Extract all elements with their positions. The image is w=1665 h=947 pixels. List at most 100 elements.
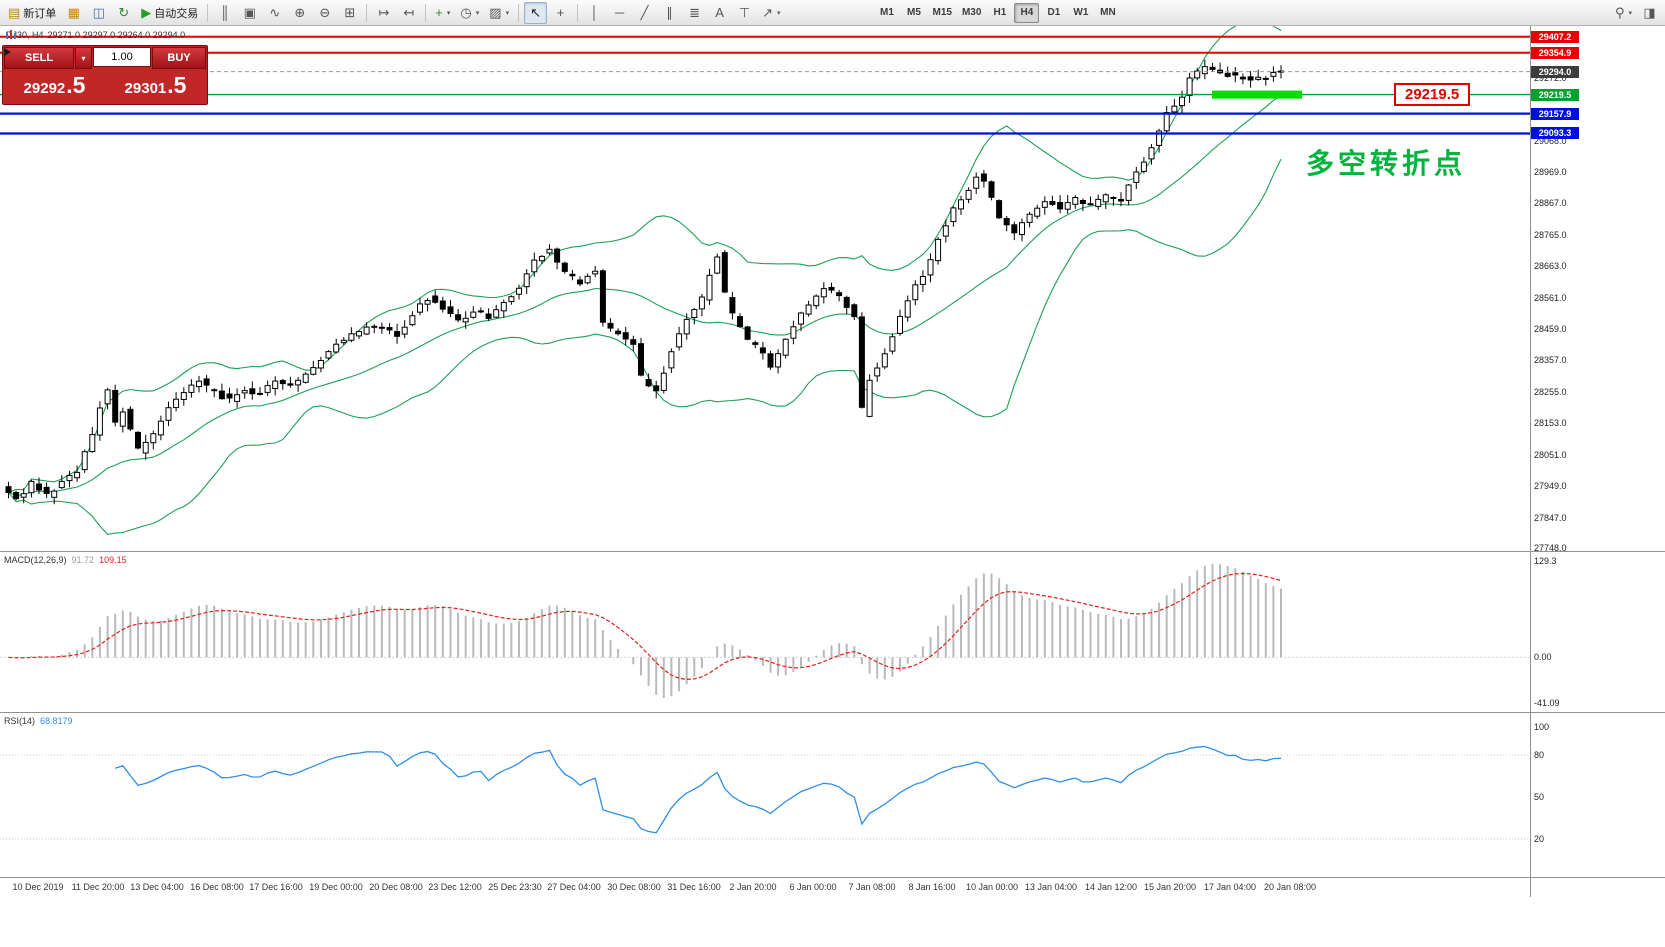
time-axis-label: 11 Dec 20:00 xyxy=(71,882,125,892)
trade-panel-collapse-arrow[interactable] xyxy=(4,48,11,56)
price-line-label: 29354.9 xyxy=(1531,47,1579,59)
timeframe-m1[interactable]: M1 xyxy=(880,7,894,18)
macd-axis-label: 129.3 xyxy=(1534,556,1557,566)
volume-dropdown[interactable]: ▾ xyxy=(75,47,92,69)
candle-chart-mode-button[interactable]: ▣ xyxy=(238,2,261,24)
timeframe-m15[interactable]: M15 xyxy=(932,7,952,18)
periods-menu-dropdown-icon[interactable]: ▾ xyxy=(475,9,480,17)
arrows-tool-dropdown-icon[interactable]: ▾ xyxy=(776,9,781,17)
chart-shift-button[interactable]: ↤ xyxy=(397,2,420,24)
chart-layout-button[interactable]: ▦ xyxy=(62,2,85,24)
price-axis-separator xyxy=(1530,26,1531,897)
auto-trading-button[interactable]: ▶ 自动交易 xyxy=(137,2,202,24)
time-axis-label: 13 Dec 04:00 xyxy=(130,882,184,892)
tile-windows-button[interactable]: ⊞ xyxy=(338,2,361,24)
timeframe-d1[interactable]: D1 xyxy=(1047,7,1061,18)
add-indicator-button[interactable]: + ▾ xyxy=(431,2,454,24)
fibonacci-tool-icon: ≣ xyxy=(689,5,701,20)
new-order-label: 新订单 xyxy=(23,7,57,20)
vertical-line-tool-button[interactable]: │ xyxy=(583,2,606,24)
crosshair-tool-button[interactable]: + xyxy=(549,2,572,24)
time-axis-label: 20 Jan 08:00 xyxy=(1263,882,1317,892)
main-chart-svg[interactable] xyxy=(0,26,1530,550)
rsi-panel[interactable]: RSI(14) 68.8179 100 80 50 20 xyxy=(0,712,1665,877)
vertical-line-tool-icon: │ xyxy=(590,5,599,20)
macd-chart-svg[interactable] xyxy=(0,552,1530,712)
line-chart-mode-icon: ∿ xyxy=(269,5,281,20)
periods-menu-icon: ◷ xyxy=(460,5,472,20)
price-scale-label: 28051.0 xyxy=(1534,450,1567,460)
time-axis[interactable]: 10 Dec 2019 11 Dec 20:00 13 Dec 04:00 16 De… xyxy=(0,877,1665,897)
profiles-icon: ◫ xyxy=(92,5,105,20)
time-axis-label: 14 Jan 12:00 xyxy=(1084,882,1138,892)
timeframe-w1[interactable]: W1 xyxy=(1073,7,1089,18)
trendline-tool-icon: ╱ xyxy=(640,5,649,20)
volume-input[interactable] xyxy=(93,47,151,67)
community-icon: ↻ xyxy=(118,5,130,20)
sell-button[interactable]: SELL xyxy=(4,47,74,69)
symbol-search-button[interactable]: ⚲ ▾ xyxy=(1611,2,1636,24)
rsi-name: RSI(14) xyxy=(4,716,36,726)
chart-ohlc-values: 29271.0 29297.0 29264.0 29294.0 xyxy=(47,30,186,40)
auto-scroll-icon: ↦ xyxy=(378,5,390,20)
price-scale-label: 28663.0 xyxy=(1534,261,1567,271)
macd-signal-value: 109.15 xyxy=(99,555,127,565)
templates-menu-dropdown-icon[interactable]: ▾ xyxy=(505,9,510,17)
buy-price-main: 29301 xyxy=(124,80,167,97)
symbol-search-icon: ⚲ xyxy=(1614,5,1625,20)
macd-panel[interactable]: MACD(12,26,9) 91.72 109.15 129.3 0.00 -41.… xyxy=(0,551,1665,711)
rsi-axis-label: 80 xyxy=(1534,750,1545,760)
horizontal-line-tool-icon: ─ xyxy=(614,5,625,20)
chart-area[interactable]: DJ30, H4 29271.0 29297.0 29264.0 29294.0… xyxy=(0,26,1665,553)
text-tool-icon: A xyxy=(715,5,724,20)
text-tool-button[interactable]: A xyxy=(708,2,731,24)
zoom-in-button[interactable]: ⊕ xyxy=(288,2,311,24)
chart-annotation-text: 多空转折点 xyxy=(1306,148,1467,179)
timeframe-h4[interactable]: H4 xyxy=(1014,2,1040,23)
time-axis-label: 13 Jan 04:00 xyxy=(1024,882,1078,892)
bar-chart-mode-button[interactable]: ║ xyxy=(213,2,236,24)
macd-main-value: 91.72 xyxy=(71,555,95,565)
rsi-chart-svg[interactable] xyxy=(0,713,1530,878)
auto-scroll-button[interactable]: ↦ xyxy=(372,2,395,24)
chart-title: DJ30, H4 29271.0 29297.0 29264.0 29294.0 xyxy=(6,30,185,40)
sell-price[interactable]: 29292.5 xyxy=(4,69,105,103)
rsi-axis-label: 50 xyxy=(1534,792,1545,802)
new-order-button[interactable]: ▤ 新订单 xyxy=(4,2,60,24)
buy-price[interactable]: 29301.5 xyxy=(105,69,206,103)
toolbar-separator xyxy=(207,3,209,22)
chart-layout-icon: ▦ xyxy=(67,5,80,20)
community-button[interactable]: ↻ xyxy=(112,2,135,24)
rsi-value: 68.8179 xyxy=(40,716,73,726)
templates-menu-button[interactable]: ▨ ▾ xyxy=(485,2,513,24)
timeframe-h1[interactable]: H1 xyxy=(993,7,1007,18)
toolbar: ▤ 新订单 ▦ ◫ ↻ ▶ 自动交易 ║ ▣ ∿ ⊕ ⊖ ⊞ ↦ ↤ + ▾ ◷ ▾ ▨ ▾ ↖ + │ ─ ╱ ∥ ≣ A ⊤ ↗ ▾ M1… xyxy=(0,0,1665,26)
arrows-tool-button[interactable]: ↗ ▾ xyxy=(758,2,784,24)
periods-menu-button[interactable]: ◷ ▾ xyxy=(456,2,483,24)
add-indicator-dropdown-icon[interactable]: ▾ xyxy=(446,9,451,17)
interface-layout-button[interactable]: ◨ xyxy=(1638,2,1661,24)
buy-button[interactable]: BUY xyxy=(152,47,206,69)
add-indicator-icon: + xyxy=(435,5,443,20)
timeframe-m5[interactable]: M5 xyxy=(907,7,921,18)
price-scale-label: 29068.0 xyxy=(1534,136,1567,146)
time-axis-label: 2 Jan 20:00 xyxy=(729,882,777,892)
sell-price-main: 29292 xyxy=(23,80,66,97)
rsi-axis-label: 20 xyxy=(1534,834,1545,844)
symbol-search-dropdown-icon[interactable]: ▾ xyxy=(1628,9,1632,17)
trendline-tool-button[interactable]: ╱ xyxy=(633,2,656,24)
timeframe-m30[interactable]: M30 xyxy=(961,7,982,18)
label-tool-button[interactable]: ⊤ xyxy=(733,2,756,24)
timeframe-mn[interactable]: MN xyxy=(1100,7,1116,18)
line-chart-mode-button[interactable]: ∿ xyxy=(263,2,286,24)
new-order-icon: ▤ xyxy=(8,5,21,20)
horizontal-line-tool-button[interactable]: ─ xyxy=(608,2,631,24)
zoom-out-button[interactable]: ⊖ xyxy=(313,2,336,24)
macd-label: MACD(12,26,9) 91.72 109.15 xyxy=(4,555,127,565)
price-scale-label: 28459.0 xyxy=(1534,324,1567,334)
cursor-tool-button[interactable]: ↖ xyxy=(524,1,548,24)
fibonacci-tool-button[interactable]: ≣ xyxy=(683,2,706,24)
toolbar-buttons: ▤ 新订单 ▦ ◫ ↻ ▶ 自动交易 ║ ▣ ∿ ⊕ ⊖ ⊞ ↦ ↤ + ▾ ◷ ▾ ▨ ▾ ↖ + │ ─ ╱ ∥ ≣ A ⊤ ↗ ▾ xyxy=(3,0,786,25)
channel-tool-button[interactable]: ∥ xyxy=(658,2,681,24)
profiles-button[interactable]: ◫ xyxy=(87,2,110,24)
